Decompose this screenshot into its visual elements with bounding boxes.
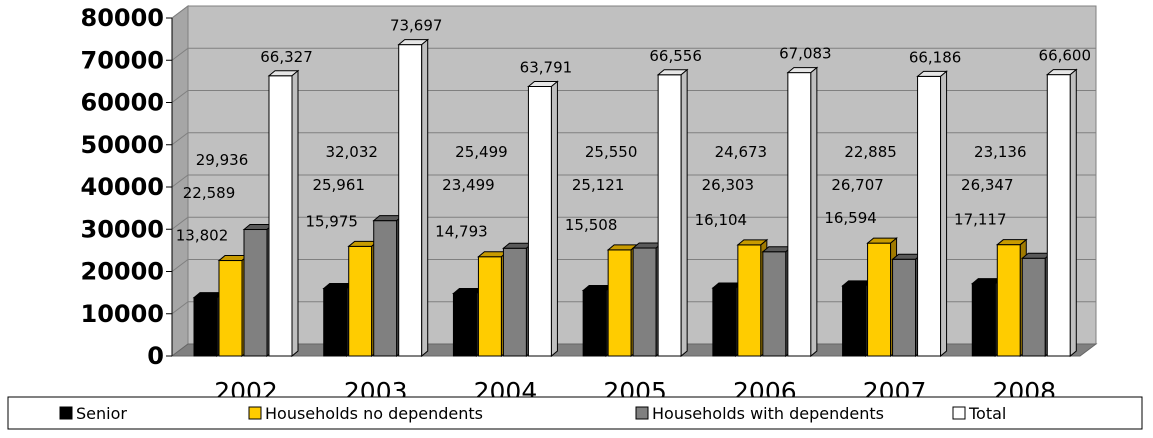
y-tick-label: 80000 bbox=[81, 4, 165, 32]
data-label-households-with-dependents-2006: 24,673 bbox=[715, 143, 768, 161]
bar-senior-2007-front bbox=[842, 285, 867, 357]
y-tick-label: 0 bbox=[147, 342, 164, 370]
bar-total-2003-front bbox=[398, 44, 423, 357]
data-label-households-no-dependents-2006: 26,303 bbox=[702, 176, 755, 194]
data-label-households-no-dependents-2003: 25,961 bbox=[312, 176, 365, 194]
data-label-total-2004: 63,791 bbox=[520, 58, 573, 76]
data-label-households-with-dependents-2007: 22,885 bbox=[844, 143, 897, 161]
bar-households-with-dependents-2004-front bbox=[502, 247, 527, 357]
bar-households-with-dependents-2003-front bbox=[373, 220, 398, 357]
bar-senior-2006-front bbox=[712, 287, 737, 357]
data-label-households-with-dependents-2002: 29,936 bbox=[196, 151, 249, 169]
y-tick-label: 40000 bbox=[81, 173, 165, 201]
bar-senior-2002-front bbox=[193, 297, 218, 357]
legend-item-senior: Senior bbox=[59, 404, 127, 423]
bar-total-2003-side bbox=[421, 38, 429, 358]
data-label-households-no-dependents-2005: 25,121 bbox=[572, 176, 625, 194]
data-label-households-with-dependents-2008: 23,136 bbox=[974, 143, 1027, 161]
y-tick-label: 20000 bbox=[81, 258, 165, 286]
data-label-total-2005: 66,556 bbox=[649, 47, 702, 65]
bar-households-no-dependents-2004-front bbox=[477, 256, 502, 357]
bar-total-2002-front bbox=[268, 75, 293, 357]
bar-senior-2003-front bbox=[323, 288, 348, 357]
bar-total-2006 bbox=[786, 66, 819, 358]
data-label-households-with-dependents-2003: 32,032 bbox=[325, 143, 378, 161]
bar-households-with-dependents-2008-front bbox=[1021, 257, 1046, 357]
y-tick-label: 30000 bbox=[81, 215, 165, 243]
data-label-senior-2008: 17,117 bbox=[954, 211, 1007, 229]
y-tick-label: 50000 bbox=[81, 131, 165, 159]
bar-total-2003 bbox=[397, 38, 430, 358]
bar-total-2006-side bbox=[810, 66, 818, 358]
data-labels: 13,802 22,589 29,936 66,327 15,975 25,961 32,0… bbox=[176, 17, 1091, 245]
gridline bbox=[171, 47, 1096, 61]
data-label-senior-2006: 16,104 bbox=[695, 211, 748, 229]
legend-item-households-no-dependents: Households no dependents bbox=[248, 404, 483, 423]
y-tick-label: 70000 bbox=[81, 46, 165, 74]
bar-total-2005-front bbox=[657, 74, 682, 357]
legend-label-households-with-dependents: Households with dependents bbox=[652, 404, 884, 423]
bar-total-2007-side bbox=[940, 70, 948, 358]
bar-households-no-dependents-2007-front bbox=[867, 242, 892, 357]
data-label-senior-2005: 15,508 bbox=[565, 216, 618, 234]
bar-total-2008-side bbox=[1069, 68, 1077, 358]
legend-label-households-no-dependents: Households no dependents bbox=[265, 404, 483, 423]
bar-total-2002 bbox=[267, 69, 300, 358]
data-label-households-no-dependents-2007: 26,707 bbox=[831, 176, 884, 194]
bar-households-no-dependents-2002-front bbox=[218, 260, 243, 357]
legend-swatch-senior bbox=[59, 406, 73, 420]
data-label-total-2003: 73,697 bbox=[390, 17, 443, 35]
legend-item-total: Total bbox=[952, 404, 1006, 423]
data-label-senior-2007: 16,594 bbox=[824, 209, 877, 227]
bar-total-2004 bbox=[527, 80, 559, 358]
bar-households-no-dependents-2006-front bbox=[737, 244, 762, 357]
y-tick-label: 10000 bbox=[81, 300, 165, 328]
bar-households-no-dependents-2008-front bbox=[996, 244, 1021, 357]
bar-households-with-dependents-2002-front bbox=[243, 229, 268, 357]
bar-households-with-dependents-2006-front bbox=[762, 251, 787, 357]
legend-label-senior: Senior bbox=[76, 404, 127, 423]
data-label-senior-2003: 15,975 bbox=[305, 212, 358, 230]
bar-households-with-dependents-2007-front bbox=[892, 258, 917, 357]
bar-households-no-dependents-2005-front bbox=[607, 249, 632, 357]
data-label-households-with-dependents-2005: 25,550 bbox=[585, 143, 638, 161]
legend-swatch-households-with-dependents bbox=[635, 406, 649, 420]
bar-total-2006-front bbox=[787, 72, 812, 357]
bar-senior-2004-front bbox=[452, 292, 477, 357]
bar-senior-2008-front bbox=[971, 283, 996, 357]
y-axis: 0 10000 20000 30000 40000 50000 60000 70000 8000… bbox=[81, 4, 173, 370]
data-label-total-2006: 67,083 bbox=[779, 45, 832, 63]
data-label-households-no-dependents-2008: 26,347 bbox=[961, 176, 1014, 194]
legend-swatch-total bbox=[952, 406, 966, 420]
data-label-households-with-dependents-2004: 25,499 bbox=[455, 143, 508, 161]
bar-households-with-dependents-2005-front bbox=[632, 247, 657, 357]
bar-total-2007 bbox=[916, 70, 948, 358]
legend-item-households-with-dependents: Households with dependents bbox=[635, 404, 884, 423]
data-label-senior-2004: 14,793 bbox=[435, 223, 488, 241]
bar-households-no-dependents-2003-front bbox=[348, 245, 373, 357]
data-label-total-2008: 66,600 bbox=[1039, 47, 1092, 65]
data-label-senior-2002: 13,802 bbox=[176, 227, 229, 245]
bar-total-2005 bbox=[656, 68, 689, 358]
bar-total-2008 bbox=[1045, 68, 1078, 358]
bars bbox=[192, 38, 1078, 358]
bar-total-2007-front bbox=[917, 75, 942, 357]
data-label-total-2002: 66,327 bbox=[260, 48, 313, 66]
gridline bbox=[171, 5, 1096, 19]
data-label-households-no-dependents-2002: 22,589 bbox=[183, 184, 236, 202]
data-label-households-no-dependents-2004: 23,499 bbox=[442, 176, 495, 194]
legend-swatch-households-no-dependents bbox=[248, 406, 262, 420]
bar-total-2002-side bbox=[291, 69, 299, 358]
data-label-total-2007: 66,186 bbox=[909, 48, 962, 66]
y-tick-label: 60000 bbox=[81, 89, 165, 117]
legend-label-total: Total bbox=[968, 404, 1006, 423]
bar-senior-2005-front bbox=[582, 289, 607, 357]
bar-total-2004-front bbox=[527, 85, 552, 357]
bar-total-2008-front bbox=[1046, 74, 1071, 357]
bar-total-2005-side bbox=[680, 68, 688, 358]
legend: Senior Households no dependents Households… bbox=[7, 396, 1143, 430]
bar-total-2004-side bbox=[550, 80, 558, 358]
